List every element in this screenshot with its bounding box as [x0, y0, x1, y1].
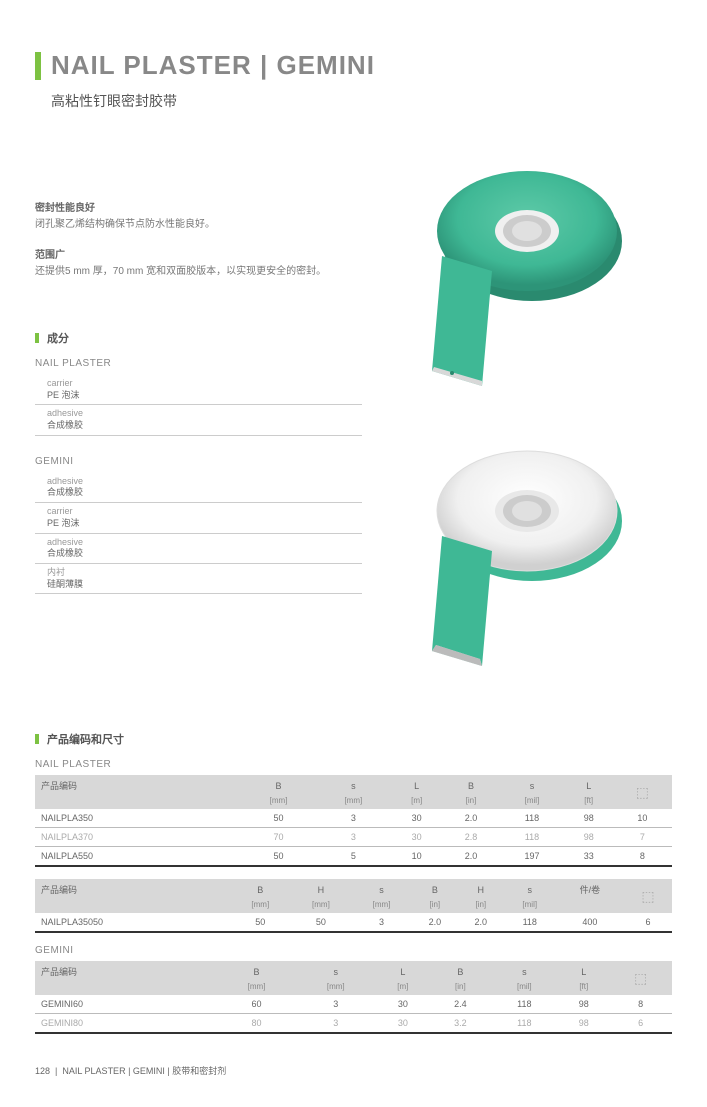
product-image-nail-plaster: [392, 141, 672, 391]
spec-table: 产品编码BsLBsL⬚[mm][mm][m][in][mil][ft]GEMIN…: [35, 961, 672, 1034]
box-icon: ⬚: [636, 784, 649, 800]
composition-group-header: GEMINI: [35, 456, 362, 467]
composition-item: adhesive合成橡胶: [35, 473, 362, 503]
section-title-tables: 产品编码和尺寸: [47, 731, 124, 747]
table-row: NAILPLA550505102.0197338: [35, 847, 672, 867]
table-row: NAILPLA370703302.8118987: [35, 828, 672, 847]
box-icon: ⬚: [634, 970, 647, 986]
page-title: NAIL PLASTER | GEMINI: [51, 50, 375, 81]
table-row: GEMINI80803303.2118986: [35, 1014, 672, 1034]
accent-bar: [35, 52, 41, 80]
table-row: GEMINI60603302.4118988: [35, 995, 672, 1014]
spec-table: 产品编码BsLBsL⬚[mm][mm][m][in][mil][ft]NAILP…: [35, 775, 672, 867]
accent-bar-small: [35, 734, 39, 744]
feature-2: 范围广 还提供5 mm 厚，70 mm 宽和双面胶版本，以实现更安全的密封。: [35, 248, 362, 280]
accent-bar-small: [35, 333, 39, 343]
page-subtitle: 高粘性钉眼密封胶带: [51, 91, 672, 111]
box-icon: ⬚: [641, 888, 654, 904]
feature-body: 闭孔聚乙烯结构确保节点防水性能良好。: [35, 217, 362, 233]
page-footer: 128 | NAIL PLASTER | GEMINI | 胶带和密封剂: [35, 1064, 672, 1077]
spec-table: 产品编码BHsBHs件/卷⬚[mm][mm][mm][in][in][mil]N…: [35, 879, 672, 933]
feature-title: 密封性能良好: [35, 201, 362, 217]
feature-title: 范围广: [35, 248, 362, 264]
feature-1: 密封性能良好 闭孔聚乙烯结构确保节点防水性能良好。: [35, 201, 362, 233]
footer-path: NAIL PLASTER | GEMINI | 胶带和密封剂: [62, 1066, 226, 1076]
composition-item: carrierPE 泡沫: [35, 503, 362, 533]
feature-body: 还提供5 mm 厚，70 mm 宽和双面胶版本，以实现更安全的密封。: [35, 264, 362, 280]
composition-item: 内衬硅酮薄膜: [35, 564, 362, 594]
composition-item: adhesive合成橡胶: [35, 534, 362, 564]
product-image-gemini: [392, 421, 672, 671]
composition-item: carrierPE 泡沫: [35, 375, 362, 405]
page-number: 128: [35, 1066, 50, 1076]
section-title-composition: 成分: [47, 330, 69, 346]
table-label: GEMINI: [35, 945, 672, 956]
composition-item: adhesive合成橡胶: [35, 405, 362, 435]
composition-group-header: NAIL PLASTER: [35, 358, 362, 369]
table-label: NAIL PLASTER: [35, 759, 672, 770]
table-row: NAILPLA35050505032.02.01184006: [35, 913, 672, 932]
table-row: NAILPLA350503302.01189810: [35, 809, 672, 828]
